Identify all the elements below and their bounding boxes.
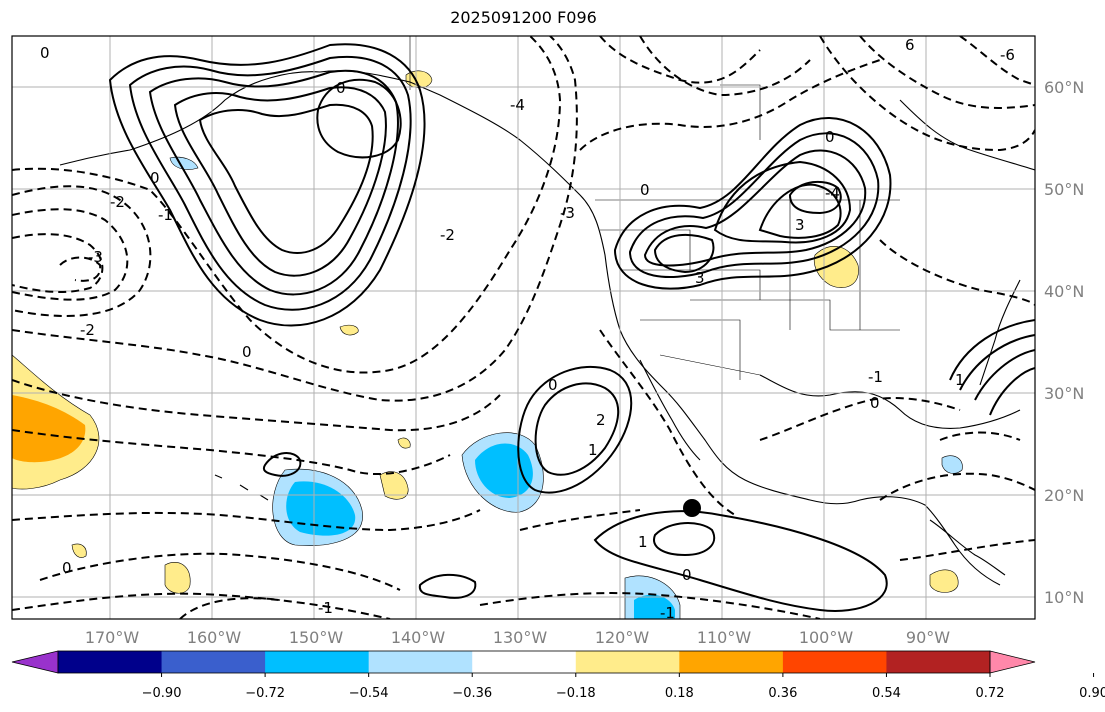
colorbar-segment [472, 651, 577, 673]
negative-anomaly-region [941, 455, 963, 474]
colorbar [11, 650, 1036, 674]
lat-label: 60°N [1044, 78, 1084, 97]
positive-anomaly-region [339, 324, 359, 336]
contour-label: -4 [510, 96, 525, 114]
contour-labels: 0 6 0 -2 -1 -3 -2 0 -6 -4 -3 0 -4 3 0 3 … [40, 36, 1015, 622]
colorbar-tick-label: −0.54 [349, 686, 389, 701]
positive-anomaly-region [71, 543, 87, 558]
colorbar-segment [368, 651, 473, 673]
contour-label: -2 [440, 226, 455, 244]
colorbar-ticks: −0.90 −0.72 −0.54 −0.36 −0.18 0.18 0.36 0.54 0.7… [142, 673, 1105, 701]
positive-anomaly-region [164, 562, 191, 594]
contour-label: -6 [1000, 46, 1015, 64]
lon-label: 170°W [85, 628, 140, 647]
contour-label: 0 [150, 169, 160, 187]
colorbar-tick-label: 0.54 [872, 686, 901, 701]
lon-label: 110°W [697, 628, 752, 647]
map-title: 2025091200 F096 [450, 8, 597, 27]
colorbar-segment [886, 651, 991, 673]
lat-label: 10°N [1044, 588, 1084, 607]
colorbar-segment [782, 651, 887, 673]
positive-anomaly-region [379, 471, 409, 500]
contour-label: -3 [560, 204, 575, 222]
colorbar-tick-label: −0.90 [142, 686, 182, 701]
lon-label: 150°W [289, 628, 344, 647]
gulf-coast [759, 374, 1021, 429]
colorbar-segment [575, 651, 680, 673]
contour-label: 1 [588, 441, 598, 459]
lon-label: 90°W [906, 628, 950, 647]
lat-label: 40°N [1044, 282, 1084, 301]
latitude-labels: 60°N 50°N 40°N 30°N 20°N 10°N [1044, 78, 1084, 607]
colorbar-extend-high [989, 650, 1036, 674]
hawaii-islands [214, 474, 269, 501]
longitude-labels: 170°W 160°W 150°W 140°W 130°W 120°W 110°… [85, 628, 950, 647]
storm-center-marker [683, 499, 701, 517]
contour-label: 0 [825, 128, 835, 146]
contour-label: -1 [660, 604, 675, 622]
contour-label: -1 [868, 368, 883, 386]
hudson-shore [899, 99, 1035, 171]
contour-label: 0 [40, 44, 50, 62]
lat-label: 30°N [1044, 384, 1084, 403]
colorbar-tick-label: −0.18 [556, 686, 596, 701]
contour-label: 0 [682, 566, 692, 584]
contour-label: -1 [158, 206, 173, 224]
graticule [12, 36, 1035, 619]
map-frame [11, 35, 1036, 620]
contour-label: 0 [242, 343, 252, 361]
colorbar-tick-label: 0.72 [976, 686, 1005, 701]
contour-label: 0 [548, 376, 558, 394]
contour-label: 0 [640, 181, 650, 199]
colorbar-segment [161, 651, 266, 673]
colorbar-tick-label: 0.18 [665, 686, 694, 701]
contour-label: -2 [80, 321, 95, 339]
positive-anomaly-region [929, 569, 959, 593]
lon-label: 100°W [799, 628, 854, 647]
contour-label: 6 [905, 36, 915, 54]
aleutian-islands [59, 149, 131, 166]
lon-label: 120°W [595, 628, 650, 647]
contour-label: 0 [62, 559, 72, 577]
colorbar-tick-label: 0.36 [768, 686, 797, 701]
contour-label: 2 [596, 411, 606, 429]
colorbar-tick-label: 0.90 [1079, 686, 1105, 701]
contour-label: 3 [695, 269, 705, 287]
lon-label: 140°W [391, 628, 446, 647]
colorbar-segment [679, 651, 784, 673]
contour-label: -3 [88, 248, 103, 266]
lat-label: 50°N [1044, 180, 1084, 199]
colorbar-tick-label: −0.72 [245, 686, 285, 701]
colorbar-tick-label: −0.36 [452, 686, 492, 701]
lon-label: 130°W [493, 628, 548, 647]
lon-label: 160°W [187, 628, 242, 647]
contour-label: 0 [336, 79, 346, 97]
contour-label: 1 [955, 371, 965, 389]
contour-label: 3 [795, 216, 805, 234]
contour-label: -1 [318, 599, 333, 617]
dashed-contours [12, 36, 1035, 619]
contour-label: 1 [638, 533, 648, 551]
lat-label: 20°N [1044, 486, 1084, 505]
contour-label: -4 [825, 184, 840, 202]
solid-contours [108, 43, 1035, 612]
positive-anomaly-region [397, 437, 411, 449]
positive-anomaly-core [12, 395, 86, 463]
contour-label: 0 [870, 394, 880, 412]
central-america [929, 519, 1006, 576]
contour-label: -2 [110, 193, 125, 211]
colorbar-extend-low [11, 650, 59, 674]
negative-anomaly-core [634, 594, 675, 619]
baja-coast [639, 359, 701, 461]
map-panel [12, 36, 1035, 619]
colorbar-segment [265, 651, 370, 673]
colorbar-segment [58, 651, 163, 673]
colorbar-border [57, 650, 991, 674]
